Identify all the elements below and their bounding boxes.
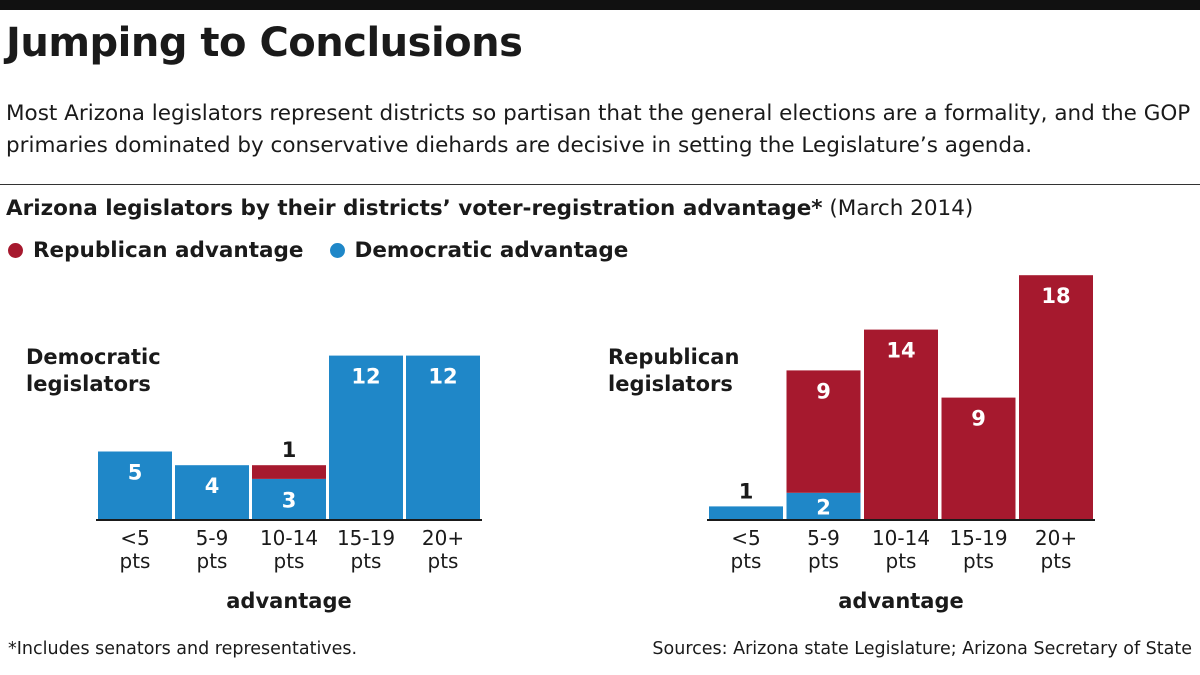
- legend-item-republican: Republican advantage: [8, 238, 304, 263]
- bar-value-label: 1: [282, 438, 297, 462]
- x-tick-label: 20+: [422, 526, 464, 550]
- chart-republican-legislators: Republican legislators1<5pts295-9pts1410-…: [608, 275, 1095, 613]
- bar-republican: [252, 465, 326, 479]
- bar-republican: [786, 370, 861, 493]
- chart-heading: Arizona legislators by their districts’ …: [6, 196, 973, 221]
- bar-value-label: 9: [816, 379, 831, 403]
- x-tick-label-unit: pts: [274, 549, 305, 573]
- x-tick-label-unit: pts: [120, 549, 151, 573]
- bar-value-label: 3: [282, 488, 297, 512]
- bar-value-label: 4: [205, 474, 220, 498]
- x-tick-label: 5-9: [196, 526, 229, 550]
- bar-value-label: 12: [351, 365, 380, 389]
- bar-democratic: [98, 451, 172, 520]
- bar-republican: [864, 329, 938, 520]
- x-tick-label-unit: pts: [197, 549, 228, 573]
- x-tick-label-unit: pts: [963, 549, 994, 573]
- legend-label-democratic: Democratic advantage: [354, 238, 629, 263]
- chart-title-line: Republican: [608, 345, 739, 369]
- x-tick-label-unit: pts: [731, 549, 762, 573]
- bar-democratic: [709, 506, 783, 520]
- footnote: *Includes senators and representatives.: [8, 639, 358, 659]
- bar-value-label: 18: [1041, 284, 1070, 308]
- x-tick-label: 5-9: [807, 526, 840, 550]
- divider: [0, 184, 1200, 185]
- top-rule: [0, 0, 1200, 10]
- legend-item-democratic: Democratic advantage: [329, 238, 629, 263]
- chart-title-line: Democratic: [26, 345, 161, 369]
- bar-value-label: 14: [886, 339, 915, 363]
- page-subtitle: Most Arizona legislators represent distr…: [6, 101, 1191, 158]
- legend-label-republican: Republican advantage: [33, 238, 304, 263]
- chart-title: Democratic legislators: [26, 345, 161, 396]
- bar-value-label: 5: [128, 461, 143, 485]
- x-tick-label-unit: pts: [351, 549, 382, 573]
- x-axis-label: advantage: [838, 589, 964, 613]
- chart-title-line: legislators: [26, 372, 151, 396]
- x-tick-label: 15-19: [337, 526, 395, 550]
- bar-democratic: [406, 355, 480, 520]
- x-tick-label: 15-19: [949, 526, 1007, 550]
- x-tick-label-unit: pts: [886, 549, 917, 573]
- chart-democratic-legislators: Democratic legislators5<5pts45-9pts3110-1…: [26, 345, 482, 613]
- republican-dot-icon: [8, 243, 23, 258]
- legend: Republican advantage Democratic advantag…: [8, 238, 654, 263]
- bar-democratic: [786, 492, 861, 520]
- x-axis-label: advantage: [226, 589, 352, 613]
- x-tick-label: 10-14: [872, 526, 930, 550]
- x-tick-label-unit: pts: [808, 549, 839, 573]
- bar-value-label: 12: [428, 365, 457, 389]
- bar-democratic: [252, 478, 326, 520]
- bar-value-label: 2: [816, 495, 831, 519]
- chart-heading-date: (March 2014): [829, 196, 974, 221]
- x-tick-label: <5: [731, 526, 760, 550]
- x-tick-label-unit: pts: [428, 549, 459, 573]
- chart-heading-main: Arizona legislators by their districts’ …: [6, 196, 823, 221]
- bar-republican: [1019, 275, 1093, 520]
- bar-value-label: 1: [739, 479, 754, 503]
- x-tick-label-unit: pts: [1041, 549, 1072, 573]
- bar-value-label: 9: [971, 407, 986, 431]
- chart-title-line: legislators: [608, 372, 733, 396]
- x-tick-label: 20+: [1035, 526, 1077, 550]
- bar-democratic: [175, 465, 249, 520]
- bar-republican: [941, 397, 1016, 520]
- page-title: Jumping to Conclusions: [6, 20, 523, 66]
- bar-democratic: [329, 355, 403, 520]
- x-tick-label: <5: [120, 526, 149, 550]
- chart-title: Republican legislators: [608, 345, 739, 396]
- source-credit: Sources: Arizona state Legislature; Ariz…: [652, 639, 1192, 659]
- x-tick-label: 10-14: [260, 526, 318, 550]
- democratic-dot-icon: [329, 243, 345, 258]
